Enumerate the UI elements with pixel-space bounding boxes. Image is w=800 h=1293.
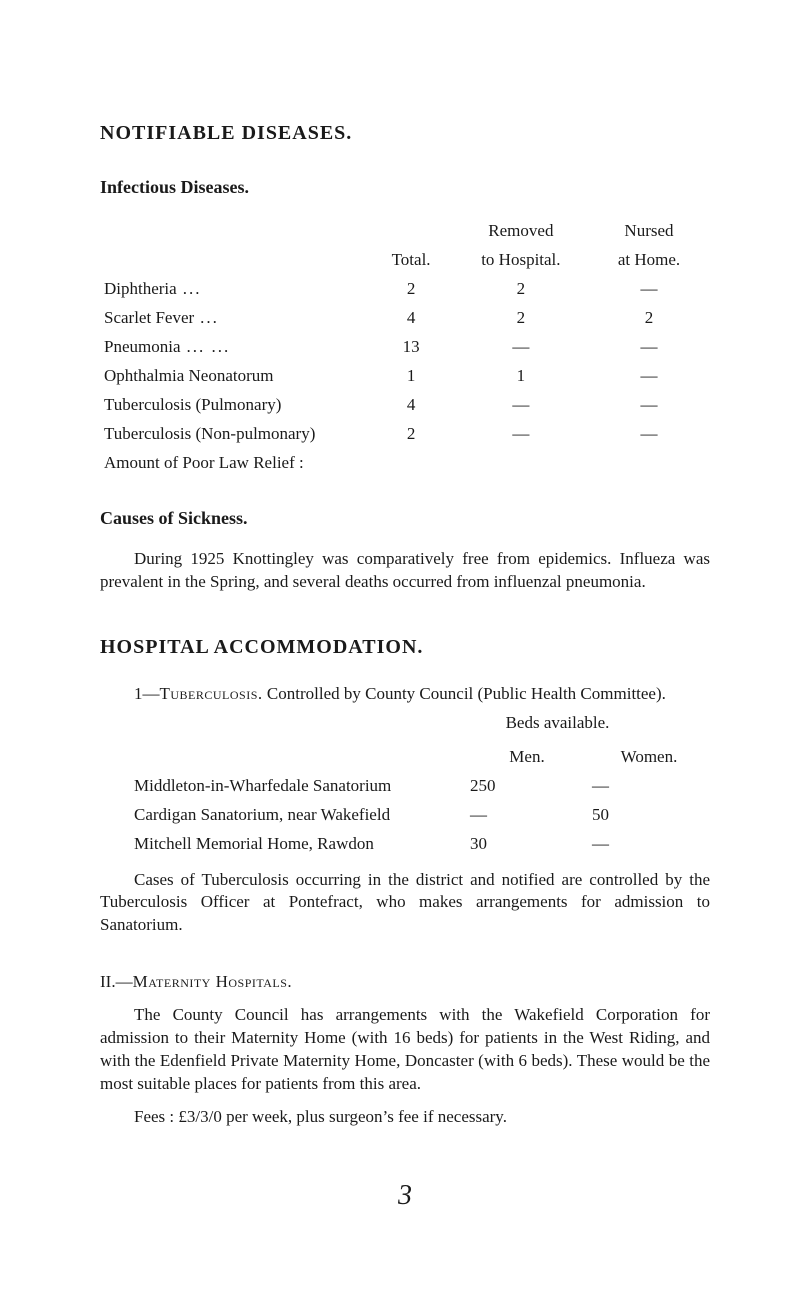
disease-total: 1	[368, 362, 453, 391]
table-row: Mitchell Memorial Home, Rawdon 30 —	[100, 830, 710, 859]
dots: ...	[177, 279, 208, 298]
maternity-paragraph: The County Council has arrangements with…	[100, 1004, 710, 1096]
disease-total: 4	[368, 304, 453, 333]
poor-law-row: Amount of Poor Law Relief :	[100, 449, 710, 478]
hospital-title: HOSPITAL ACCOMMODATION.	[100, 634, 710, 661]
beds-men: —	[466, 801, 588, 830]
beds-name: Cardigan Sanatorium, near Wakefield	[100, 801, 466, 830]
table-row: Tuberculosis (Pulmonary) 4 — —	[100, 391, 710, 420]
disease-removed: —	[454, 391, 588, 420]
beds-men: 30	[466, 830, 588, 859]
table-row: Pneumonia... ... 13 — —	[100, 333, 710, 362]
maternity-smallcaps: Maternity Hospitals.	[133, 972, 293, 991]
disease-nursed: —	[588, 333, 710, 362]
table-row: Amount of Poor Law Relief :	[100, 449, 710, 478]
men-header: Men.	[466, 743, 588, 772]
disease-removed: —	[454, 333, 588, 362]
table-header-row: Removed Nursed	[100, 217, 710, 246]
disease-total: 13	[368, 333, 453, 362]
dots: ...	[194, 308, 225, 327]
causes-heading: Causes of Sickness.	[100, 506, 710, 530]
beds-name: Mitchell Memorial Home, Rawdon	[100, 830, 466, 859]
table-row: Scarlet Fever... 4 2 2	[100, 304, 710, 333]
disease-removed: 2	[454, 275, 588, 304]
section-title: NOTIFIABLE DISEASES.	[100, 120, 710, 147]
women-header: Women.	[588, 743, 710, 772]
disease-nursed: —	[588, 362, 710, 391]
removed-header-2: to Hospital.	[454, 246, 588, 275]
disease-nursed: —	[588, 391, 710, 420]
page-number: 3	[100, 1177, 710, 1215]
tb-cases-paragraph: Cases of Tuberculosis occurring in the d…	[100, 869, 710, 938]
table-row: Tuberculosis (Non-pulmonary) 2 — —	[100, 420, 710, 449]
beds-name: Middleton-in-Wharfedale Sanatorium	[100, 772, 466, 801]
beds-men: 250	[466, 772, 588, 801]
table-header-row-2: Total. to Hospital. at Home.	[100, 246, 710, 275]
table-row: Ophthalmia Neonatorum 1 1 —	[100, 362, 710, 391]
disease-nursed: —	[588, 420, 710, 449]
disease-nursed: 2	[588, 304, 710, 333]
disease-removed: —	[454, 420, 588, 449]
nursed-header-2: at Home.	[588, 246, 710, 275]
disease-table: Removed Nursed Total. to Hospital. at Ho…	[100, 217, 710, 477]
nursed-header-1: Nursed	[588, 217, 710, 246]
maternity-prefix: II.—	[100, 972, 133, 991]
total-header: Total.	[368, 246, 453, 275]
causes-paragraph: During 1925 Knottingley was comparativel…	[100, 548, 710, 594]
table-row: Diphtheria... 2 2 —	[100, 275, 710, 304]
dots: ... ...	[181, 337, 237, 356]
infectious-heading: Infectious Diseases.	[100, 175, 710, 199]
disease-name: Pneumonia	[104, 337, 181, 356]
tb-rest: Controlled by County Council (Public Hea…	[263, 684, 666, 703]
disease-nursed: —	[588, 275, 710, 304]
beds-header-row: Men. Women.	[100, 743, 710, 772]
disease-total: 4	[368, 391, 453, 420]
tb-prefix: 1—	[134, 684, 160, 703]
disease-total: 2	[368, 420, 453, 449]
beds-table: Men. Women. Middleton-in-Wharfedale Sana…	[100, 743, 710, 859]
beds-women: 50	[588, 801, 710, 830]
tuberculosis-line: 1—Tuberculosis. Controlled by County Cou…	[100, 683, 710, 706]
maternity-heading: II.—Maternity Hospitals.	[100, 971, 710, 994]
disease-name: Diphtheria	[104, 279, 177, 298]
disease-name: Tuberculosis (Pulmonary)	[104, 395, 281, 414]
disease-name: Tuberculosis (Non-pulmonary)	[104, 424, 315, 443]
tb-smallcaps: Tuberculosis.	[160, 684, 263, 703]
disease-removed: 1	[454, 362, 588, 391]
disease-removed: 2	[454, 304, 588, 333]
disease-name: Scarlet Fever	[104, 308, 194, 327]
disease-total: 2	[368, 275, 453, 304]
beds-women: —	[588, 830, 710, 859]
table-row: Cardigan Sanatorium, near Wakefield — 50	[100, 801, 710, 830]
fees-paragraph: Fees : £3/3/0 per week, plus surgeon’s f…	[100, 1106, 710, 1129]
removed-header-1: Removed	[454, 217, 588, 246]
beds-available-label: Beds available.	[405, 712, 710, 735]
beds-women: —	[588, 772, 710, 801]
table-row: Middleton-in-Wharfedale Sanatorium 250 —	[100, 772, 710, 801]
disease-name: Ophthalmia Neonatorum	[104, 366, 274, 385]
